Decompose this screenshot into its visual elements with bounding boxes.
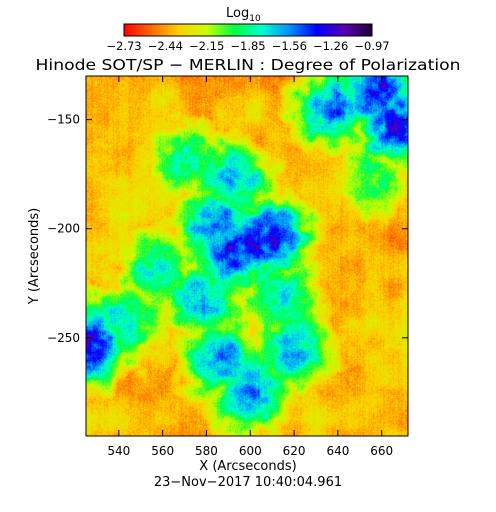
x-axis-label: X (Arcseconds) xyxy=(199,459,296,474)
plot-frame xyxy=(85,75,409,437)
y-tick-label: −250 xyxy=(47,331,80,345)
polarization-heatmap xyxy=(86,76,408,436)
x-axis: 540 560 580 600 620 640 660 xyxy=(107,76,393,458)
colorbar-tick-label: −0.97 xyxy=(354,39,389,53)
x-tick-label: 640 xyxy=(326,444,349,458)
colorbar-tick-label: −2.44 xyxy=(148,39,183,53)
colorbar: Log10 −2.73 −2.44 −2.15 −1.85 −1.56 −1.26 −0.9… xyxy=(106,6,389,53)
y-axis: −150 −200 −250 xyxy=(47,113,408,345)
colorbar-tick-label: −2.73 xyxy=(106,39,141,53)
colorbar-tick-label: −2.15 xyxy=(189,39,224,53)
y-tick-label: −200 xyxy=(47,222,80,236)
y-axis-label: Y (Arcseconds) xyxy=(27,208,42,305)
plot-area: 540 560 580 600 620 640 660 −150 −200 −250 xyxy=(47,75,409,458)
x-tick-label: 620 xyxy=(283,444,306,458)
x-tick-label: 580 xyxy=(195,444,218,458)
x-tick-label: 540 xyxy=(107,444,130,458)
timestamp: 23−Nov−2017 10:40:04.961 xyxy=(154,475,342,490)
x-tick-label: 560 xyxy=(151,444,174,458)
colorbar-tick-label: −1.26 xyxy=(313,39,348,53)
x-tick-label: 600 xyxy=(239,444,262,458)
colorbar-tick-label: −1.85 xyxy=(230,39,265,53)
chart-title: Hinode SOT/SP − MERLIN : Degree of Polar… xyxy=(36,56,461,74)
colorbar-tick-label: −1.56 xyxy=(272,39,307,53)
y-tick-label: −150 xyxy=(47,113,80,127)
colorbar-gradient xyxy=(123,23,373,37)
colorbar-label: Log10 xyxy=(226,6,261,24)
colorbar-ticks: −2.73 −2.44 −2.15 −1.85 −1.56 −1.26 −0.97 xyxy=(106,39,389,53)
x-tick-label: 660 xyxy=(370,444,393,458)
